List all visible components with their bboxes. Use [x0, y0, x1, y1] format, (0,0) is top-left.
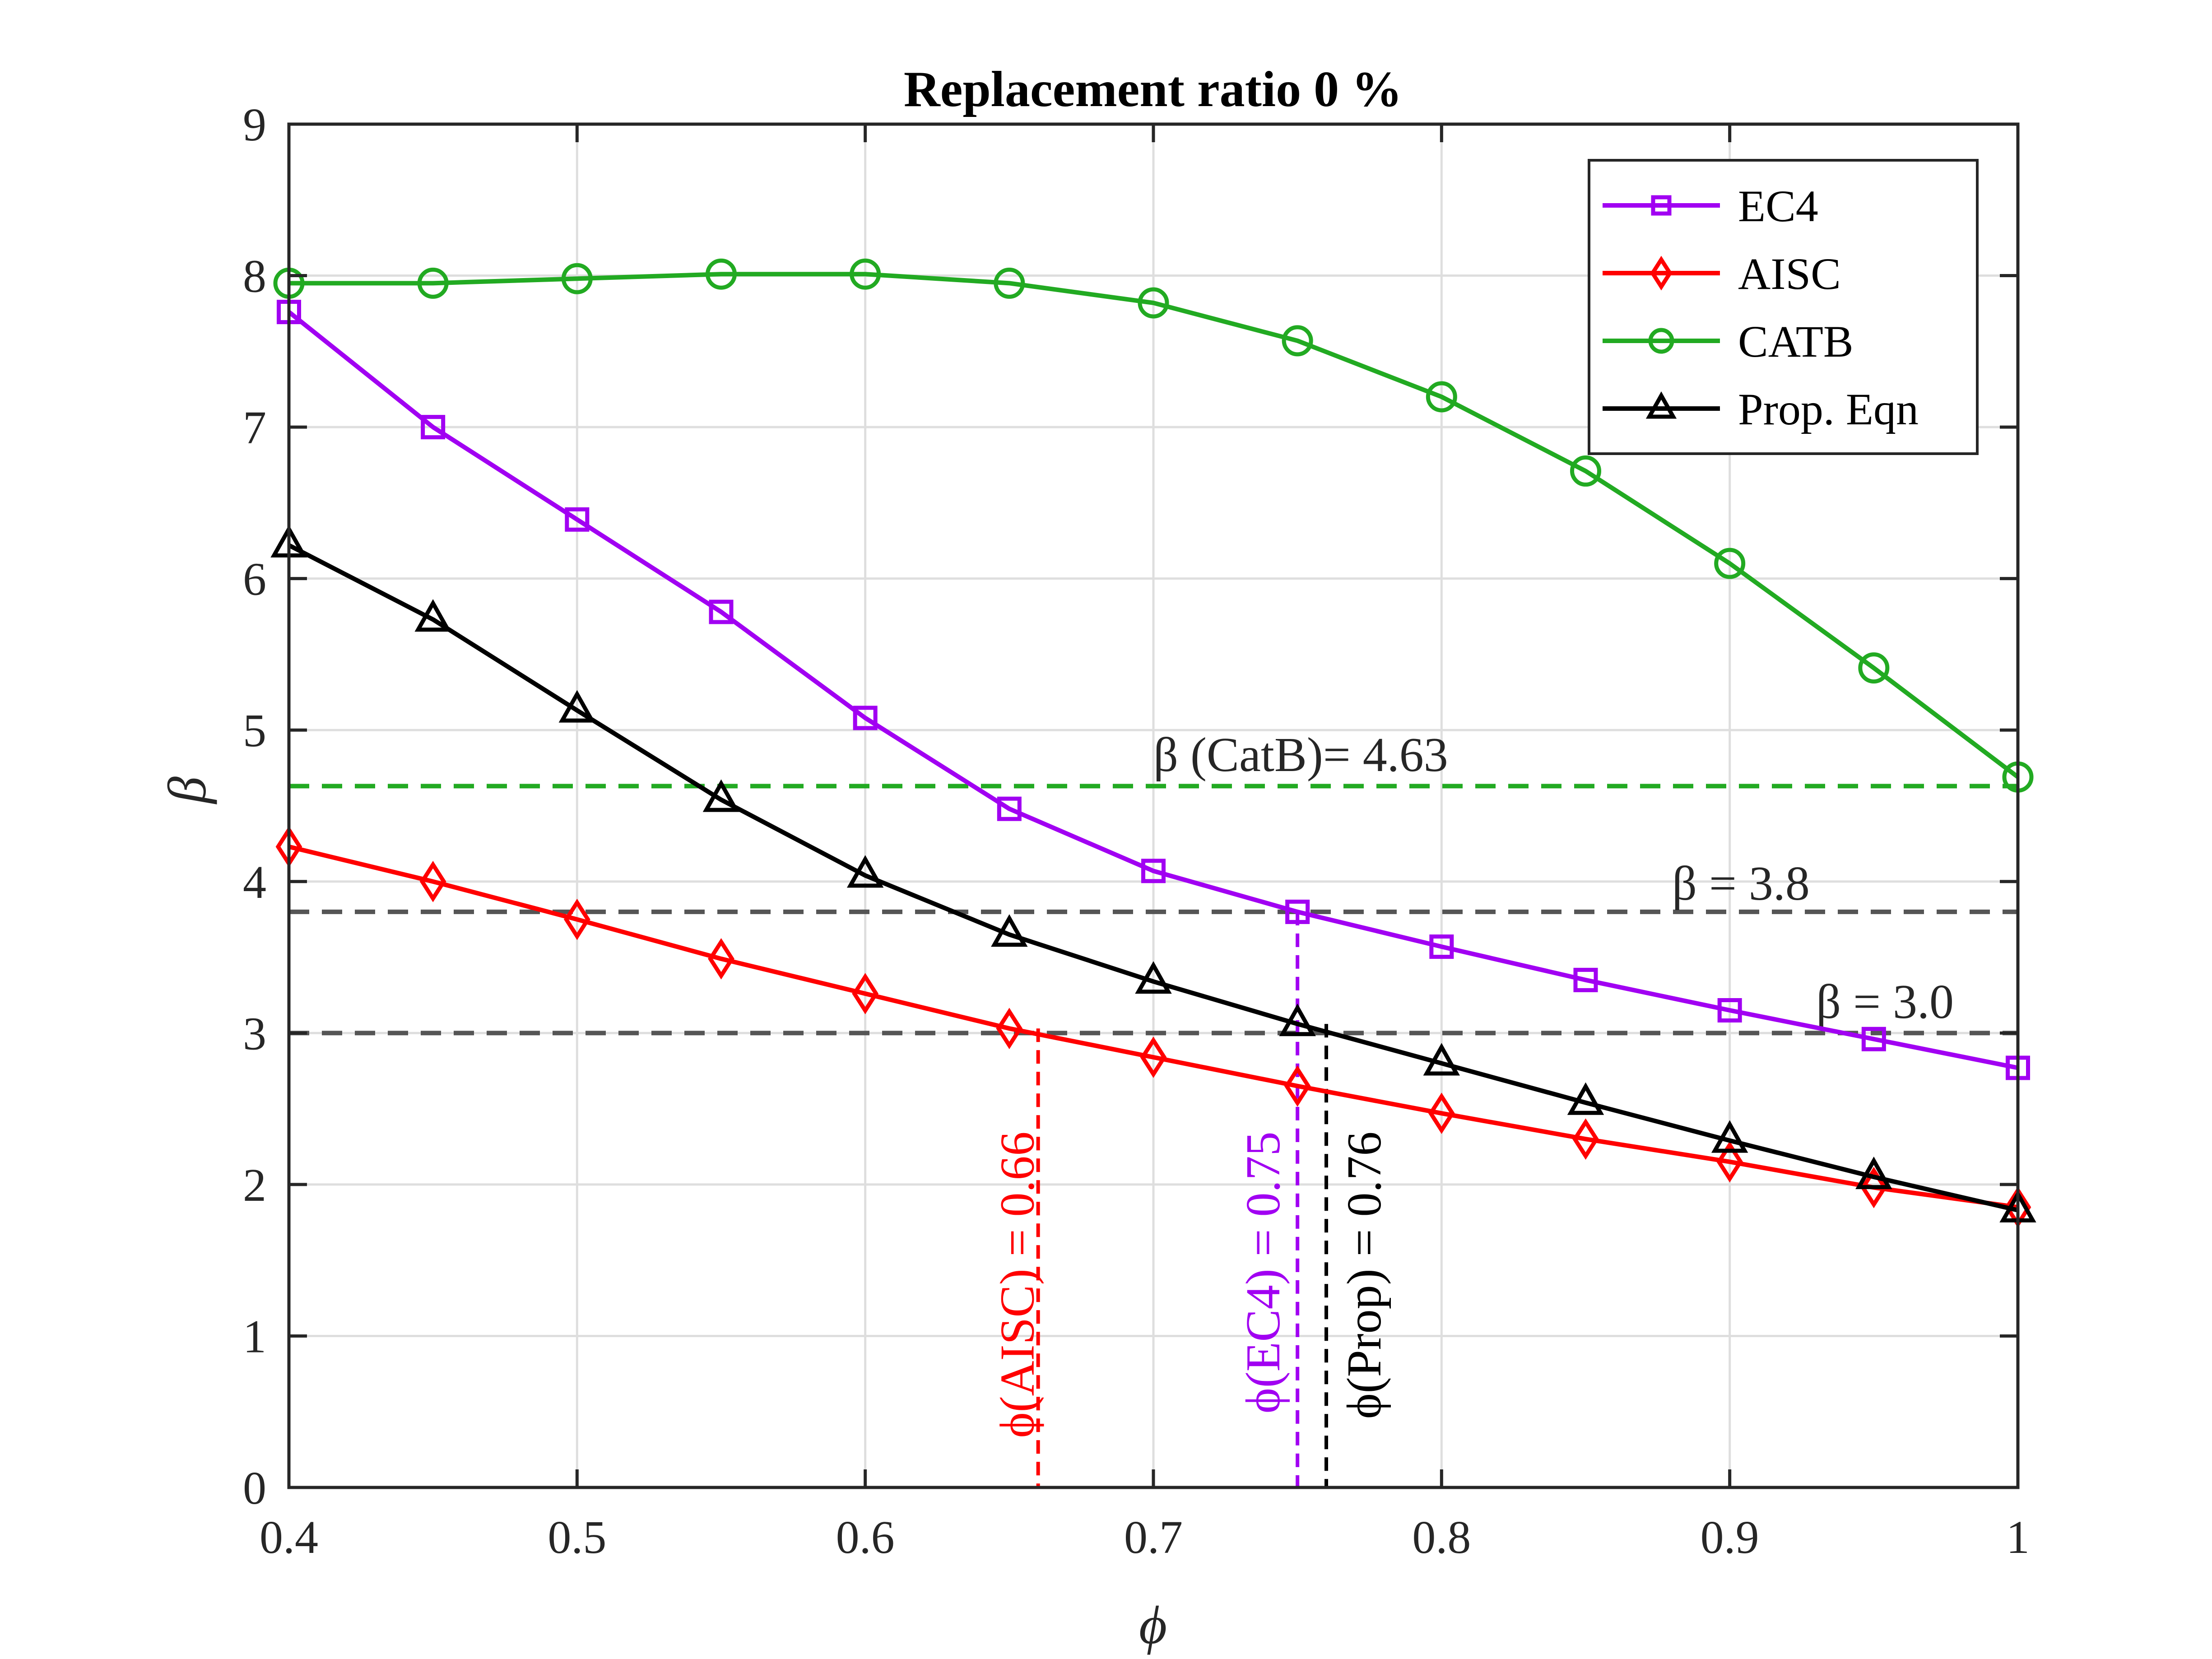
diamond-marker: [1860, 1166, 1887, 1208]
triangle-marker: [991, 914, 1028, 947]
square-marker: [1717, 998, 1742, 1022]
square-marker: [1651, 195, 1672, 216]
diamond-marker: [419, 860, 446, 902]
circle-marker: [1648, 328, 1674, 354]
y-tick-label: 3: [243, 1008, 266, 1060]
square-marker: [1285, 899, 1310, 924]
diamond-marker: [852, 973, 879, 1014]
reference-lines: β (CatB)= 4.63 β = 3.8 β = 3.0 ϕ(AISC) = 0.…: [289, 728, 2018, 1487]
vertical-marker-label: ϕ(Prop) = 0.76: [1338, 1131, 1391, 1419]
circle-marker: [1714, 548, 1746, 579]
legend-item: EC4: [1603, 181, 1818, 231]
diamond-marker: [996, 1008, 1023, 1050]
triangle-marker: [1567, 1082, 1604, 1115]
circle-marker: [706, 258, 737, 290]
reference-line-label: β = 3.8: [1672, 857, 1810, 911]
circle-marker: [1138, 287, 1169, 319]
triangle-marker: [1855, 1156, 1892, 1190]
x-axis-label: ϕ: [1139, 1595, 1167, 1655]
square-marker: [1141, 859, 1166, 883]
series-line: [289, 272, 2020, 779]
diamond-marker: [1572, 1118, 1599, 1160]
y-tick-label: 0: [243, 1462, 266, 1514]
circle-marker: [1282, 325, 1313, 357]
diamond-marker: [1428, 1092, 1455, 1134]
square-marker: [1861, 1027, 1886, 1051]
y-axis-label: β: [157, 776, 217, 804]
triangle-marker: [1135, 961, 1172, 994]
circle-marker: [561, 263, 593, 294]
legend-item: AISC: [1603, 249, 1841, 299]
triangle-marker: [1711, 1120, 1748, 1153]
diamond-marker: [1284, 1065, 1311, 1107]
triangle-marker: [1645, 391, 1677, 419]
triangle-marker: [414, 599, 451, 632]
series-prop-eqn: [270, 525, 2036, 1222]
square-marker: [997, 796, 1022, 821]
series-line: [288, 844, 2018, 1210]
chart-title: Replacement ratio 0 %: [904, 61, 1402, 117]
x-tick-label: 0.6: [836, 1511, 895, 1563]
legend-item: CATB: [1603, 316, 1854, 367]
diamond-marker: [708, 938, 734, 980]
y-tick-label: 2: [243, 1159, 266, 1211]
x-tick-label: 0.4: [260, 1511, 318, 1563]
diamond-marker: [1716, 1141, 1743, 1183]
y-tick-label: 8: [243, 251, 266, 302]
y-tick-label: 6: [243, 553, 266, 605]
legend-label: AISC: [1738, 249, 1841, 299]
circle-marker: [1858, 652, 1890, 684]
square-marker: [1429, 934, 1454, 959]
y-tick-label: 4: [243, 856, 266, 908]
legend-label: CATB: [1738, 316, 1854, 367]
x-tick-label: 1: [2006, 1511, 2030, 1563]
legend-item: Prop. Eqn: [1603, 384, 1919, 434]
diamond-marker: [1140, 1036, 1167, 1078]
y-tick-label: 9: [243, 99, 266, 151]
y-tick-label: 5: [243, 705, 266, 757]
legend-label: Prop. Eqn: [1738, 384, 1919, 434]
vertical-marker-label: ϕ(EC4) = 0.75: [1236, 1131, 1290, 1413]
vertical-marker-label: ϕ(AISC) = 0.66: [991, 1131, 1045, 1438]
x-tick-label: 0.7: [1124, 1511, 1183, 1563]
square-marker: [709, 599, 734, 624]
circle-marker: [1570, 455, 1601, 487]
reference-line-label: β = 3.0: [1816, 975, 1954, 1029]
series-aisc: [275, 826, 2031, 1228]
diamond-marker: [563, 898, 590, 940]
circle-marker: [994, 267, 1025, 299]
reference-line-label: β (CatB)= 4.63: [1153, 728, 1448, 782]
square-marker: [565, 507, 590, 532]
triangle-marker: [558, 690, 596, 723]
square-marker: [1573, 967, 1598, 992]
diamond-marker: [1650, 256, 1673, 291]
square-marker: [853, 706, 878, 730]
x-tick-label: 0.8: [1412, 1511, 1471, 1563]
circle-marker: [850, 258, 881, 290]
ticks: 0.4 0.5 0.6 0.7 0.8 0.9 1 0 1 2 3 4 5 6 7 8 9: [243, 99, 2030, 1563]
x-tick-label: 0.9: [1701, 1511, 1759, 1563]
legend-label: EC4: [1738, 181, 1818, 231]
circle-marker: [1426, 381, 1457, 413]
x-tick-label: 0.5: [548, 1511, 606, 1563]
series-group: [270, 258, 2036, 1228]
y-tick-label: 1: [243, 1310, 266, 1362]
square-marker: [421, 415, 446, 440]
y-tick-label: 7: [243, 402, 266, 454]
triangle-marker: [1423, 1043, 1460, 1076]
triangle-marker: [846, 855, 884, 888]
circle-marker: [417, 267, 449, 299]
legend: EC4 AISC CATB Prop. Eqn: [1588, 159, 1979, 455]
triangle-marker: [1279, 1004, 1316, 1036]
series-line: [287, 310, 2018, 1070]
triangle-marker: [702, 779, 740, 812]
series-line: [288, 543, 2019, 1213]
